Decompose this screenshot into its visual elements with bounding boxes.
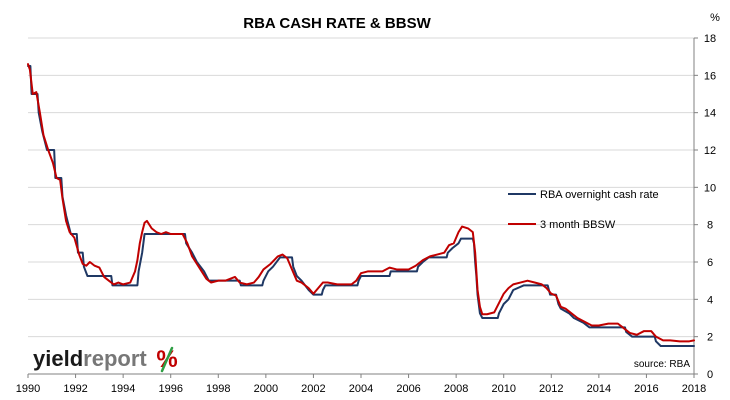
x-tick-label-2004: 2004 [349, 383, 373, 395]
y-axis-unit-label: % [710, 12, 720, 24]
tick-labels: 0 2 4 6 8 10 12 14 16 18 1990 1992 1994 1996 1998 2000 2… [16, 33, 716, 395]
series-line-2 [27, 63, 695, 343]
legend: RBA overnight cash rate 3 month BBSW [508, 189, 659, 231]
logo-word-yield: yield [33, 346, 83, 371]
series-lines [27, 63, 695, 347]
y-tick-label-2: 2 [707, 332, 713, 344]
y-tick-label-18: 18 [704, 33, 716, 45]
x-tick-label-2010: 2010 [491, 383, 515, 395]
y-tick-label-10: 10 [704, 182, 716, 194]
x-tick-label-2000: 2000 [254, 383, 278, 395]
axes [27, 37, 698, 378]
x-tick-label-2006: 2006 [396, 383, 420, 395]
x-tick-label-2012: 2012 [539, 383, 563, 395]
y-tick-label-14: 14 [704, 108, 716, 120]
source-annotation: source: RBA [634, 359, 690, 370]
y-tick-label-8: 8 [707, 220, 713, 232]
x-tick-label-2002: 2002 [301, 383, 325, 395]
y-tick-label-12: 12 [704, 145, 716, 157]
y-tick-label-0: 0 [707, 369, 713, 381]
y-tick-label-16: 16 [704, 70, 716, 82]
svg-text:yieldreport: yieldreport [33, 346, 147, 371]
x-tick-label-1998: 1998 [206, 383, 230, 395]
yieldreport-logo: yieldreport % [33, 346, 178, 373]
x-tick-label-1994: 1994 [111, 383, 135, 395]
x-tick-label-2018: 2018 [682, 383, 706, 395]
logo-percent-slash [160, 346, 174, 373]
chart-title: RBA CASH RATE & BBSW [243, 15, 431, 32]
legend-label-2: 3 month BBSW [540, 219, 616, 231]
y-tick-label-4: 4 [707, 294, 713, 306]
x-tick-label-2016: 2016 [634, 383, 658, 395]
percent-icon: % [156, 346, 177, 373]
logo-word-report: report [83, 346, 147, 371]
legend-label-1: RBA overnight cash rate [540, 189, 659, 201]
x-tick-label-2014: 2014 [587, 383, 611, 395]
gridlines [28, 37, 694, 338]
x-tick-label-2008: 2008 [444, 383, 468, 395]
x-tick-label-1992: 1992 [63, 383, 87, 395]
x-tick-label-1996: 1996 [158, 383, 182, 395]
x-tick-label-1990: 1990 [16, 383, 40, 395]
y-tick-label-6: 6 [707, 257, 713, 269]
